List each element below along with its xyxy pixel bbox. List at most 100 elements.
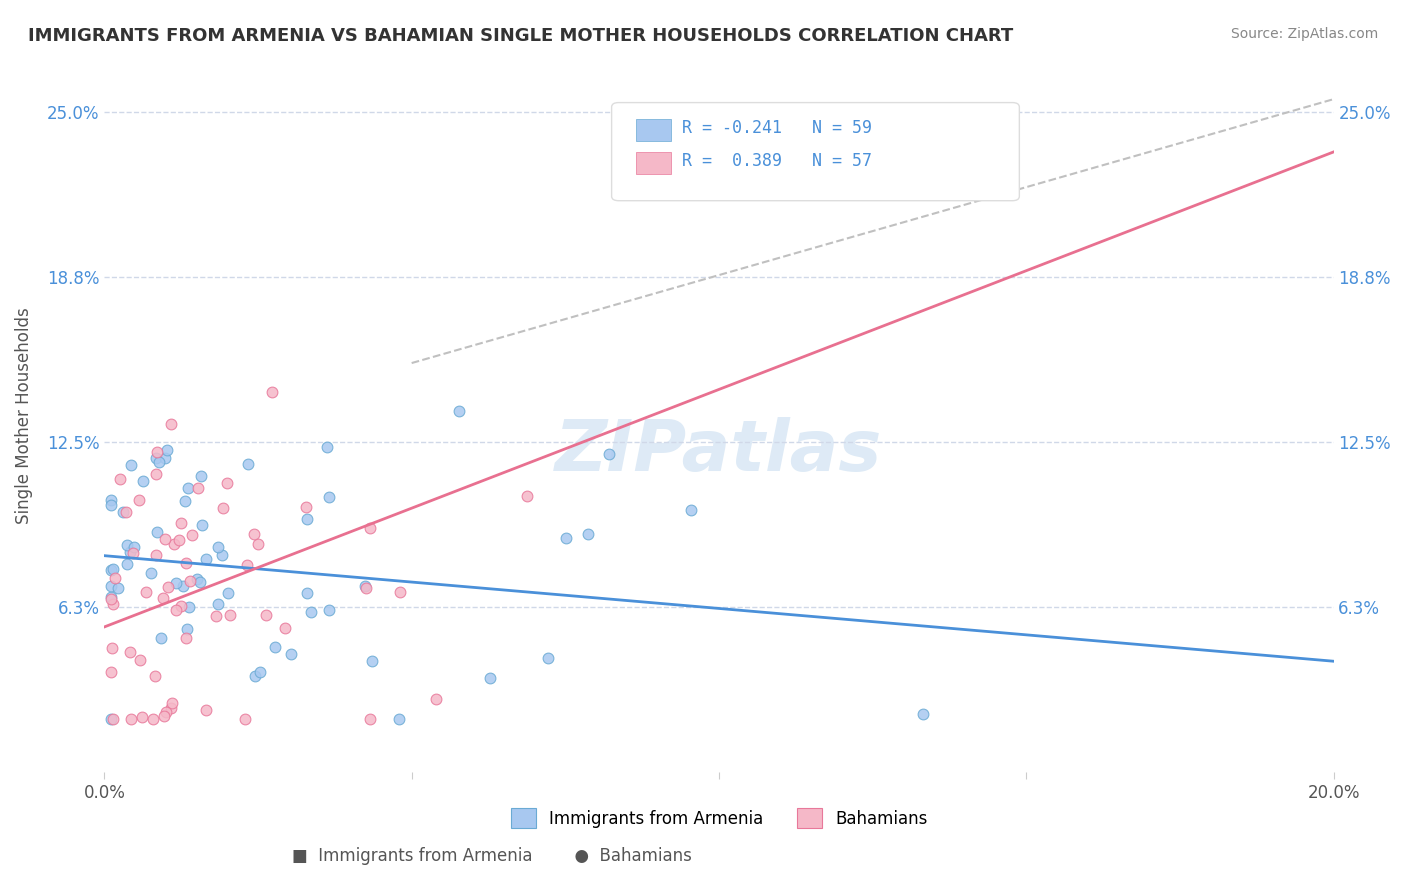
Point bbox=[101, 712, 124, 726]
Point bbox=[425, 692, 447, 706]
Point bbox=[129, 653, 152, 667]
Point bbox=[100, 563, 122, 577]
Point bbox=[911, 707, 934, 722]
Text: R =  0.389   N = 57: R = 0.389 N = 57 bbox=[682, 152, 872, 169]
Point bbox=[153, 532, 176, 546]
Point bbox=[170, 599, 193, 614]
Point bbox=[132, 475, 155, 489]
Point bbox=[204, 609, 226, 624]
Point bbox=[598, 447, 620, 461]
Point bbox=[145, 548, 167, 562]
Point bbox=[576, 527, 599, 541]
Point bbox=[219, 607, 242, 622]
Point bbox=[177, 481, 200, 495]
Point bbox=[297, 512, 319, 526]
Point bbox=[280, 648, 302, 662]
Point bbox=[233, 712, 256, 726]
Point bbox=[100, 665, 122, 679]
Point bbox=[353, 579, 375, 593]
Point bbox=[165, 576, 187, 591]
Point bbox=[389, 584, 412, 599]
Point bbox=[191, 518, 214, 533]
Point bbox=[156, 443, 179, 458]
Point bbox=[115, 505, 138, 519]
Point bbox=[356, 581, 378, 595]
Point bbox=[100, 712, 122, 726]
Point bbox=[108, 472, 131, 486]
Point bbox=[254, 607, 277, 622]
Point bbox=[243, 527, 266, 541]
Point bbox=[118, 645, 141, 659]
Point bbox=[101, 562, 124, 576]
Point bbox=[148, 455, 170, 469]
Point bbox=[131, 709, 153, 723]
Point bbox=[212, 500, 235, 515]
Point bbox=[554, 531, 576, 545]
Text: R = -0.241   N = 59: R = -0.241 N = 59 bbox=[682, 119, 872, 136]
Point bbox=[181, 528, 204, 542]
Point bbox=[101, 640, 124, 655]
Point bbox=[207, 597, 229, 611]
Point bbox=[186, 572, 208, 586]
Point bbox=[179, 600, 201, 615]
Point bbox=[215, 476, 238, 491]
Point bbox=[299, 605, 322, 619]
Point bbox=[107, 582, 129, 596]
Text: IMMIGRANTS FROM ARMENIA VS BAHAMIAN SINGLE MOTHER HOUSEHOLDS CORRELATION CHART: IMMIGRANTS FROM ARMENIA VS BAHAMIAN SING… bbox=[28, 27, 1014, 45]
Point bbox=[235, 558, 257, 573]
Point bbox=[361, 655, 384, 669]
Point bbox=[681, 503, 703, 517]
Point bbox=[150, 631, 173, 645]
Point bbox=[176, 556, 198, 570]
Point bbox=[120, 544, 142, 558]
Point bbox=[515, 489, 537, 503]
Point bbox=[162, 696, 184, 710]
Point bbox=[179, 574, 201, 588]
Text: Source: ZipAtlas.com: Source: ZipAtlas.com bbox=[1230, 27, 1378, 41]
Point bbox=[195, 552, 218, 566]
Point bbox=[100, 492, 122, 507]
Point bbox=[167, 533, 190, 547]
Point bbox=[190, 468, 212, 483]
Point bbox=[217, 586, 239, 600]
Point bbox=[160, 417, 183, 431]
Point bbox=[294, 500, 316, 515]
Point bbox=[146, 524, 169, 539]
Legend: Immigrants from Armenia, Bahamians: Immigrants from Armenia, Bahamians bbox=[503, 801, 934, 835]
Point bbox=[163, 537, 186, 551]
Point bbox=[249, 665, 271, 679]
Point bbox=[211, 548, 233, 562]
Point bbox=[194, 703, 217, 717]
Point bbox=[104, 571, 127, 585]
Point bbox=[449, 404, 471, 418]
Point bbox=[207, 541, 229, 555]
Point bbox=[243, 669, 266, 683]
Point bbox=[122, 546, 145, 560]
Point bbox=[115, 538, 138, 552]
Point bbox=[318, 491, 340, 505]
Point bbox=[165, 603, 187, 617]
Point bbox=[141, 566, 163, 581]
Point bbox=[112, 505, 135, 519]
Point bbox=[246, 537, 269, 551]
Point bbox=[188, 575, 211, 590]
Point bbox=[318, 603, 340, 617]
Point bbox=[100, 498, 122, 512]
Point bbox=[172, 579, 194, 593]
Point bbox=[152, 591, 174, 606]
Point bbox=[100, 592, 122, 607]
Point bbox=[160, 701, 183, 715]
Point bbox=[120, 458, 142, 472]
Point bbox=[146, 445, 169, 459]
Point bbox=[145, 451, 167, 466]
Point bbox=[359, 521, 381, 535]
Point bbox=[295, 586, 318, 600]
Point bbox=[145, 467, 167, 482]
Text: ■  Immigrants from Armenia        ●  Bahamians: ■ Immigrants from Armenia ● Bahamians bbox=[292, 847, 692, 865]
Point bbox=[128, 493, 150, 508]
Point bbox=[273, 621, 295, 635]
Point bbox=[236, 457, 259, 471]
Point bbox=[157, 580, 180, 594]
Point bbox=[115, 557, 138, 571]
Point bbox=[135, 585, 157, 599]
